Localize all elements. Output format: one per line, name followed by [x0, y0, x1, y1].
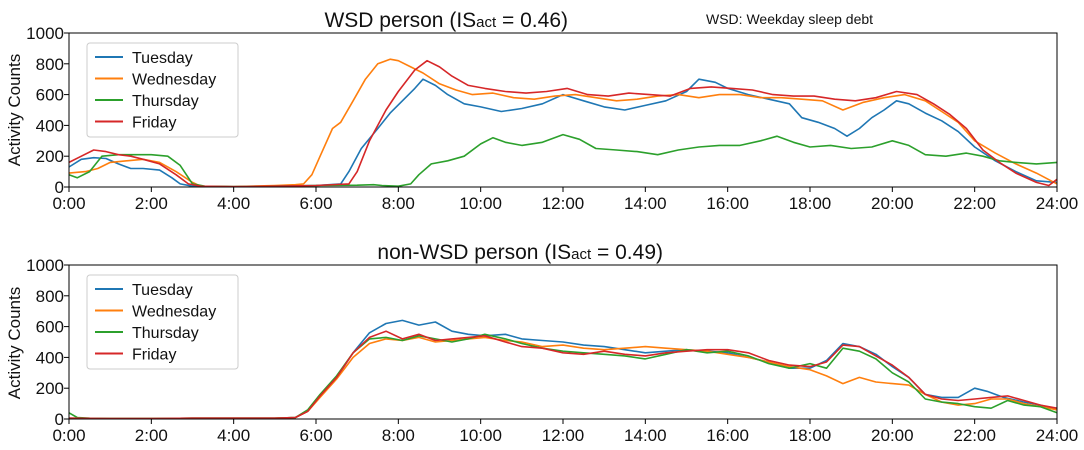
- y-tick-label: 800: [36, 287, 64, 306]
- x-tick-label: 12:00: [542, 426, 585, 445]
- x-tick-label: 20:00: [871, 194, 914, 213]
- chart-wsd: WSD person (ISact = 0.46) WSD: Weekday s…: [5, 9, 1078, 213]
- x-tick-label: 0:00: [52, 194, 85, 213]
- series-line-thursday: [68, 133, 1058, 188]
- x-tick-label: 10:00: [459, 194, 502, 213]
- x-tick-label: 14:00: [624, 194, 667, 213]
- y-tick-label: 400: [36, 116, 64, 135]
- y-tick-label: 1000: [26, 256, 64, 275]
- x-tick-label: 16:00: [706, 194, 749, 213]
- y-tick-label: 800: [36, 55, 64, 74]
- legend-label-tuesday: Tuesday: [132, 282, 193, 299]
- x-tick-label: 18:00: [789, 426, 832, 445]
- y-tick-label: 0: [55, 178, 64, 197]
- y-tick-label: 1000: [26, 24, 64, 43]
- series-line-friday: [68, 59, 1058, 188]
- legend-label-friday: Friday: [132, 115, 176, 132]
- legend-label-friday: Friday: [132, 347, 176, 364]
- plot-area: 0:00 2:00 4:00 6:00 8:00 10:00 12:00 14:00 16:00…: [26, 256, 1078, 445]
- legend-label-tuesday: Tuesday: [132, 50, 193, 67]
- series-line-tuesday: [68, 78, 1058, 188]
- y-axis-label: Activity Counts: [5, 287, 24, 399]
- legend-box: [86, 274, 239, 370]
- chart-title: WSD person (ISact = 0.46): [324, 9, 568, 32]
- x-tick-label: 6:00: [299, 194, 332, 213]
- y-tick-label: 0: [55, 410, 64, 429]
- x-tick-label: 8:00: [382, 426, 415, 445]
- legend-label-thursday: Thursday: [132, 93, 199, 110]
- x-tick-label: 12:00: [542, 194, 585, 213]
- figure-note: WSD: Weekday sleep debt: [706, 11, 873, 27]
- x-tick-label: 8:00: [382, 194, 415, 213]
- x-tick-label: 6:00: [299, 426, 332, 445]
- plot-area: 0:00 2:00 4:00 6:00 8:00 10:00 12:00 14:00 16:00…: [26, 24, 1078, 213]
- y-axis-label: Activity Counts: [5, 54, 24, 166]
- x-tick-label: 24:00: [1036, 426, 1079, 445]
- chart-title: non-WSD person (ISact = 0.49): [377, 241, 663, 264]
- x-tick-label: 24:00: [1036, 194, 1079, 213]
- legend: Tuesday Wednesday Thursday Friday: [86, 42, 239, 138]
- x-tick-label: 22:00: [953, 426, 996, 445]
- x-tick-label: 10:00: [459, 426, 502, 445]
- x-tick-label: 14:00: [624, 426, 667, 445]
- legend-box: [86, 42, 239, 138]
- y-tick-label: 200: [36, 147, 64, 166]
- legend: Tuesday Wednesday Thursday Friday: [86, 274, 239, 370]
- y-tick-label: 600: [36, 318, 64, 337]
- x-tick-label: 2:00: [135, 426, 168, 445]
- x-tick-label: 4:00: [217, 194, 250, 213]
- x-tick-label: 4:00: [217, 426, 250, 445]
- series-line-wednesday: [68, 336, 1058, 420]
- legend-label-wednesday: Wednesday: [132, 72, 216, 89]
- legend-label-wednesday: Wednesday: [132, 304, 216, 321]
- y-tick-label: 400: [36, 348, 64, 367]
- chart-non-wsd: non-WSD person (ISact = 0.49) Activity C…: [5, 241, 1078, 445]
- series-line-friday: [68, 330, 1058, 420]
- x-tick-label: 22:00: [953, 194, 996, 213]
- legend-label-thursday: Thursday: [132, 325, 199, 342]
- x-tick-label: 18:00: [789, 194, 832, 213]
- x-tick-label: 16:00: [706, 426, 749, 445]
- x-tick-label: 20:00: [871, 426, 914, 445]
- y-tick-label: 200: [36, 379, 64, 398]
- x-tick-label: 0:00: [52, 426, 85, 445]
- y-tick-label: 600: [36, 86, 64, 105]
- x-tick-label: 2:00: [135, 194, 168, 213]
